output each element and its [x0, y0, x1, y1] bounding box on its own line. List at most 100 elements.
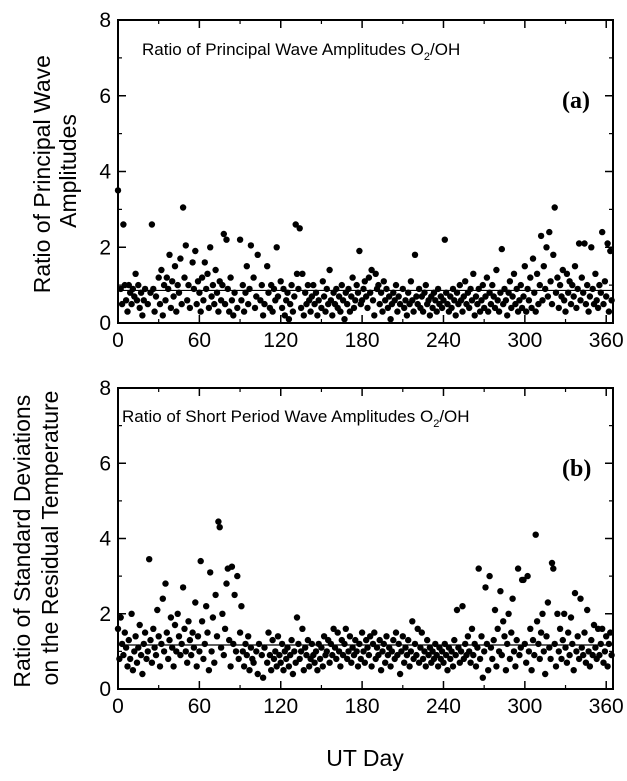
- panel-b-point: [150, 625, 157, 632]
- panel-a-point: [582, 300, 590, 308]
- panel-a-point: [122, 297, 130, 304]
- panel-b-point: [368, 663, 375, 670]
- panel-b-point: [574, 633, 581, 640]
- panel-a-point: [525, 297, 533, 304]
- panel-a-point: [217, 297, 225, 304]
- panel-b-point: [537, 629, 545, 636]
- panel-b-x-tick-label: 300: [507, 695, 542, 718]
- panel-b-point: [177, 651, 184, 659]
- panel-b-point: [575, 655, 583, 663]
- panel-b-point: [258, 651, 265, 659]
- panel-a-point: [409, 297, 416, 304]
- panel-a-point: [285, 316, 293, 323]
- panel-b-point: [407, 648, 415, 655]
- panel-a-point: [228, 297, 236, 304]
- panel-b-point: [230, 640, 237, 648]
- panel-a-x-tick-label: 240: [426, 329, 461, 352]
- panel-a-point: [559, 266, 566, 274]
- panel-b-point: [190, 644, 198, 651]
- panel-a-point: [254, 251, 261, 258]
- panel-a-point: [448, 304, 455, 312]
- x-axis-label: UT Day: [326, 745, 404, 771]
- panel-a-point: [371, 312, 378, 319]
- panel-a-y-axis: 0 2 4 6 8: [99, 9, 613, 335]
- panel-b-point: [434, 663, 442, 670]
- panel-b-point: [451, 636, 458, 644]
- panel-a-point: [523, 308, 530, 315]
- panel-a-point: [531, 289, 538, 296]
- panel-a-x-tick-label: 360: [589, 329, 624, 352]
- panel-b-point: [170, 663, 177, 670]
- panel-a-point: [179, 204, 187, 211]
- panel-a-point: [516, 297, 523, 304]
- panel-a-x-tick-label: 180: [345, 329, 380, 352]
- panel-a-point: [596, 281, 603, 289]
- panel-b-point: [342, 625, 349, 632]
- panel-b-point: [543, 633, 550, 640]
- panel-b-point: [357, 655, 364, 663]
- panel-b-point: [196, 648, 203, 655]
- panel-b-point: [379, 648, 386, 655]
- panel-b-point: [122, 644, 130, 651]
- panel-a-point: [329, 312, 336, 319]
- panel-b-point: [304, 636, 312, 644]
- panel-a-point: [171, 263, 179, 270]
- panel-b-point: [247, 644, 255, 651]
- panel-b-point: [531, 651, 538, 659]
- panel-a-point: [156, 300, 164, 308]
- panel-a-point: [376, 300, 383, 308]
- panel-a-point: [300, 312, 307, 319]
- panel-a-point: [226, 308, 233, 315]
- panel-b-point: [339, 651, 347, 659]
- panel-b-point: [175, 633, 183, 640]
- panel-a-point: [467, 285, 474, 293]
- panel-b-point: [592, 644, 599, 651]
- panel-a-point: [284, 289, 291, 296]
- panel-b-point: [245, 633, 252, 640]
- panel-b-point: [221, 625, 229, 632]
- panel-b-point: [344, 655, 351, 663]
- panel-b-point: [581, 629, 588, 636]
- panel-a-point: [554, 274, 561, 281]
- panel-a-point: [238, 297, 245, 304]
- panel-b-point: [346, 633, 354, 640]
- panel-b-point: [411, 640, 419, 648]
- panel-b-point: [311, 659, 318, 666]
- panel-a-point: [474, 300, 481, 308]
- panel-a-point: [304, 281, 312, 289]
- panel-a-point: [441, 236, 448, 243]
- panel-a-point: [476, 308, 484, 315]
- panel-b-point: [532, 531, 539, 538]
- panel-a-point: [207, 244, 214, 251]
- panel-a-point: [607, 247, 614, 255]
- panel-a-point: [521, 263, 528, 270]
- panel-b-point: [231, 591, 238, 599]
- panel-a-point: [440, 297, 447, 304]
- panel-b-point: [121, 629, 128, 636]
- panel-a-point: [212, 266, 219, 274]
- panel-a-point: [346, 308, 354, 315]
- panel-b-points: [114, 518, 615, 681]
- panel-b-point: [533, 618, 541, 625]
- panel-a-point: [308, 293, 316, 300]
- panel-a-point: [489, 281, 496, 289]
- panel-b-point: [117, 614, 124, 621]
- panel-b-ylabel-line2: on the Residual Temperature: [37, 391, 63, 686]
- panel-b-y-axis: 0 2 4 6 8: [99, 377, 613, 701]
- panel-b-point: [487, 644, 495, 651]
- panel-b-point: [204, 629, 211, 636]
- panel-b-point: [472, 663, 480, 670]
- panel-a-point: [410, 308, 417, 315]
- panel-b-point: [266, 651, 274, 659]
- panel-a-point: [189, 259, 196, 266]
- panel-a-point: [307, 308, 314, 315]
- panel-b-point: [354, 663, 362, 670]
- panel-b-point: [306, 663, 313, 670]
- panel-a-point: [320, 293, 328, 300]
- panel-b-point: [143, 655, 150, 663]
- panel-b-point: [548, 559, 556, 567]
- panel-a-point: [543, 244, 550, 251]
- panel-b-point: [405, 636, 412, 644]
- panel-a-point: [230, 312, 237, 319]
- panel-b-point: [563, 659, 571, 666]
